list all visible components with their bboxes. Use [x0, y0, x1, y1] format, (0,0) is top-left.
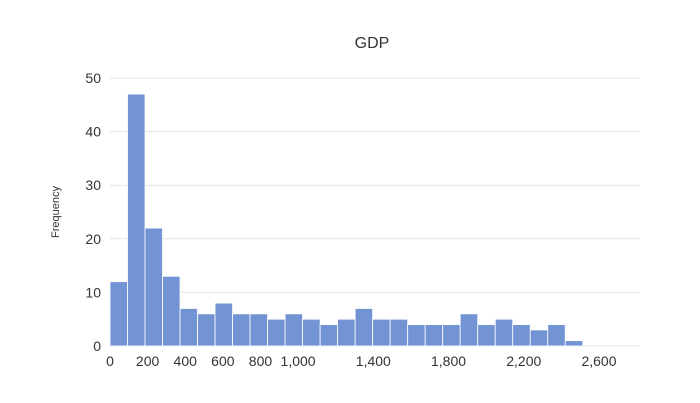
x-tick-label: 600 — [211, 353, 235, 369]
histogram-bar — [547, 324, 566, 347]
histogram-bar — [162, 275, 181, 347]
x-tick-labels: 0 200 400 600 800 1,000 1,400 1,800 2,200 2,600 — [106, 353, 617, 369]
y-axis-label: Frequency — [50, 186, 62, 238]
histogram-bar — [529, 329, 549, 347]
histogram-bar — [197, 313, 216, 347]
x-tick-label: 2,600 — [581, 353, 616, 369]
histogram-bar — [494, 318, 514, 347]
histogram-bar — [319, 324, 339, 347]
x-tick-label: 0 — [106, 353, 114, 369]
histogram-bar — [214, 302, 233, 347]
histogram-bar — [354, 308, 374, 347]
histogram-bar — [144, 227, 163, 347]
x-tick-label: 400 — [174, 353, 198, 369]
x-tick-label: 1,800 — [431, 353, 466, 369]
histogram-bar — [459, 313, 479, 347]
histogram-bar — [564, 340, 584, 347]
histogram-bar — [179, 308, 198, 347]
histogram-bar — [302, 318, 321, 347]
y-tick-label: 50 — [85, 70, 101, 86]
histogram-bar — [249, 313, 268, 347]
y-tick-label: 30 — [85, 177, 101, 193]
gridlines — [110, 77, 640, 347]
chart-title: GDP — [355, 35, 390, 52]
histogram-bar — [407, 324, 426, 347]
histogram-bar — [372, 318, 391, 347]
x-tick-label: 800 — [249, 353, 273, 369]
histogram-bar — [109, 281, 128, 347]
y-tick-label: 40 — [85, 124, 101, 140]
histogram-bar — [477, 324, 496, 347]
y-tick-label: 10 — [85, 284, 101, 300]
histogram-bar — [127, 93, 146, 347]
histogram-bar — [284, 313, 304, 347]
histogram-bar — [267, 318, 286, 347]
histogram-bar — [232, 313, 251, 347]
histogram-bar — [512, 324, 531, 347]
histogram-bar — [389, 318, 409, 347]
x-tick-label: 1,400 — [356, 353, 391, 369]
histogram-bar — [442, 324, 461, 347]
y-tick-labels: 0 10 20 30 40 50 — [85, 70, 101, 354]
histogram-bar — [424, 324, 444, 347]
x-tick-label: 2,200 — [506, 353, 541, 369]
y-tick-label: 20 — [85, 231, 101, 247]
histogram-bar — [337, 318, 356, 347]
x-tick-label: 200 — [136, 353, 160, 369]
bars — [109, 93, 584, 347]
y-tick-label: 0 — [93, 338, 101, 354]
x-tick-label: 1,000 — [281, 353, 316, 369]
